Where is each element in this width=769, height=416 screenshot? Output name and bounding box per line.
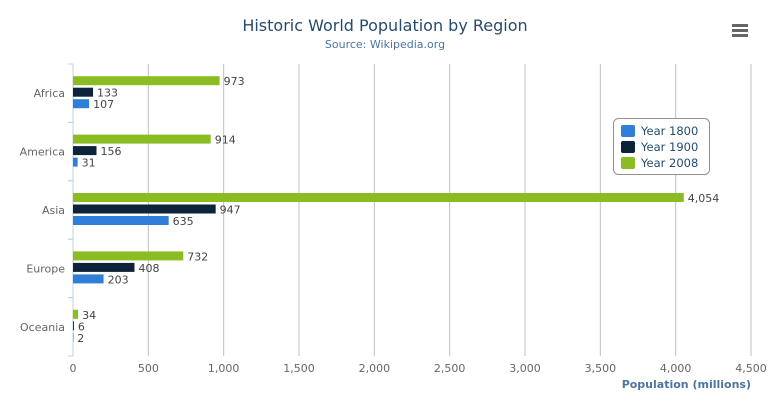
data-label: 34: [82, 309, 96, 322]
legend-swatch: [621, 141, 635, 153]
legend-swatch: [621, 125, 635, 137]
hamburger-menu-icon[interactable]: [732, 24, 748, 27]
data-label: 6: [78, 320, 85, 333]
data-label: 408: [138, 262, 159, 275]
bar-year-2008: [73, 76, 220, 86]
tick-label: 4,500: [735, 362, 767, 375]
data-label: 947: [220, 204, 241, 217]
bar-year-2008: [73, 251, 184, 261]
bar-year-1900: [73, 262, 135, 272]
tick-label: 2,500: [434, 362, 466, 375]
tick-label: 500: [138, 362, 159, 375]
bar-year-1800: [73, 157, 78, 167]
legend-label: Year 1800: [640, 124, 698, 138]
chart-subtitle: Source: Wikipedia.org: [325, 38, 445, 51]
category-label: Oceania: [20, 321, 65, 334]
legend-item[interactable]: Year 1900: [621, 140, 698, 154]
legend-box: [613, 118, 710, 175]
legend-swatch: [621, 157, 635, 169]
tick-label: 3,500: [585, 362, 617, 375]
data-label: 156: [101, 145, 122, 158]
bar-year-2008: [73, 134, 211, 144]
tick-label: 3,000: [509, 362, 541, 375]
category-label: Africa: [34, 87, 65, 100]
data-label: 31: [82, 157, 96, 170]
bar-year-1800: [73, 216, 169, 225]
bar-year-1800: [73, 332, 74, 342]
category-label: America: [20, 146, 65, 159]
data-label: 203: [108, 273, 129, 286]
category-label: Europe: [26, 262, 65, 275]
data-label: 973: [224, 75, 245, 88]
legend-item[interactable]: Year 2008: [621, 156, 698, 170]
tick-label: 0: [70, 362, 77, 375]
bar-year-1800: [73, 99, 90, 109]
category-label: Asia: [42, 204, 65, 217]
data-label: 732: [187, 250, 208, 263]
bar-year-2008: [73, 193, 684, 202]
value-axis-title: Population (millions): [622, 378, 751, 391]
bar-year-2008: [73, 309, 79, 319]
tick-label: 4,000: [660, 362, 692, 375]
bar-year-1900: [73, 321, 74, 331]
data-label: 133: [97, 87, 118, 100]
tick-label: 2,000: [359, 362, 391, 375]
chart-title: Historic World Population by Region: [242, 16, 527, 35]
legend-label: Year 1900: [640, 140, 698, 154]
bar-year-1900: [73, 204, 216, 214]
data-label: 2: [77, 332, 84, 345]
data-label: 635: [173, 215, 194, 228]
bar-year-1900: [73, 87, 94, 97]
data-label: 107: [93, 98, 114, 111]
tick-label: 1,500: [283, 362, 315, 375]
legend-label: Year 2008: [640, 156, 698, 170]
data-label: 914: [215, 134, 236, 147]
bar-year-1900: [73, 146, 97, 156]
legend-item[interactable]: Year 1800: [621, 124, 698, 138]
menu-button[interactable]: [728, 18, 752, 40]
bar-year-1800: [73, 274, 104, 284]
tick-label: 1,000: [208, 362, 240, 375]
data-label: 4,054: [688, 192, 720, 205]
